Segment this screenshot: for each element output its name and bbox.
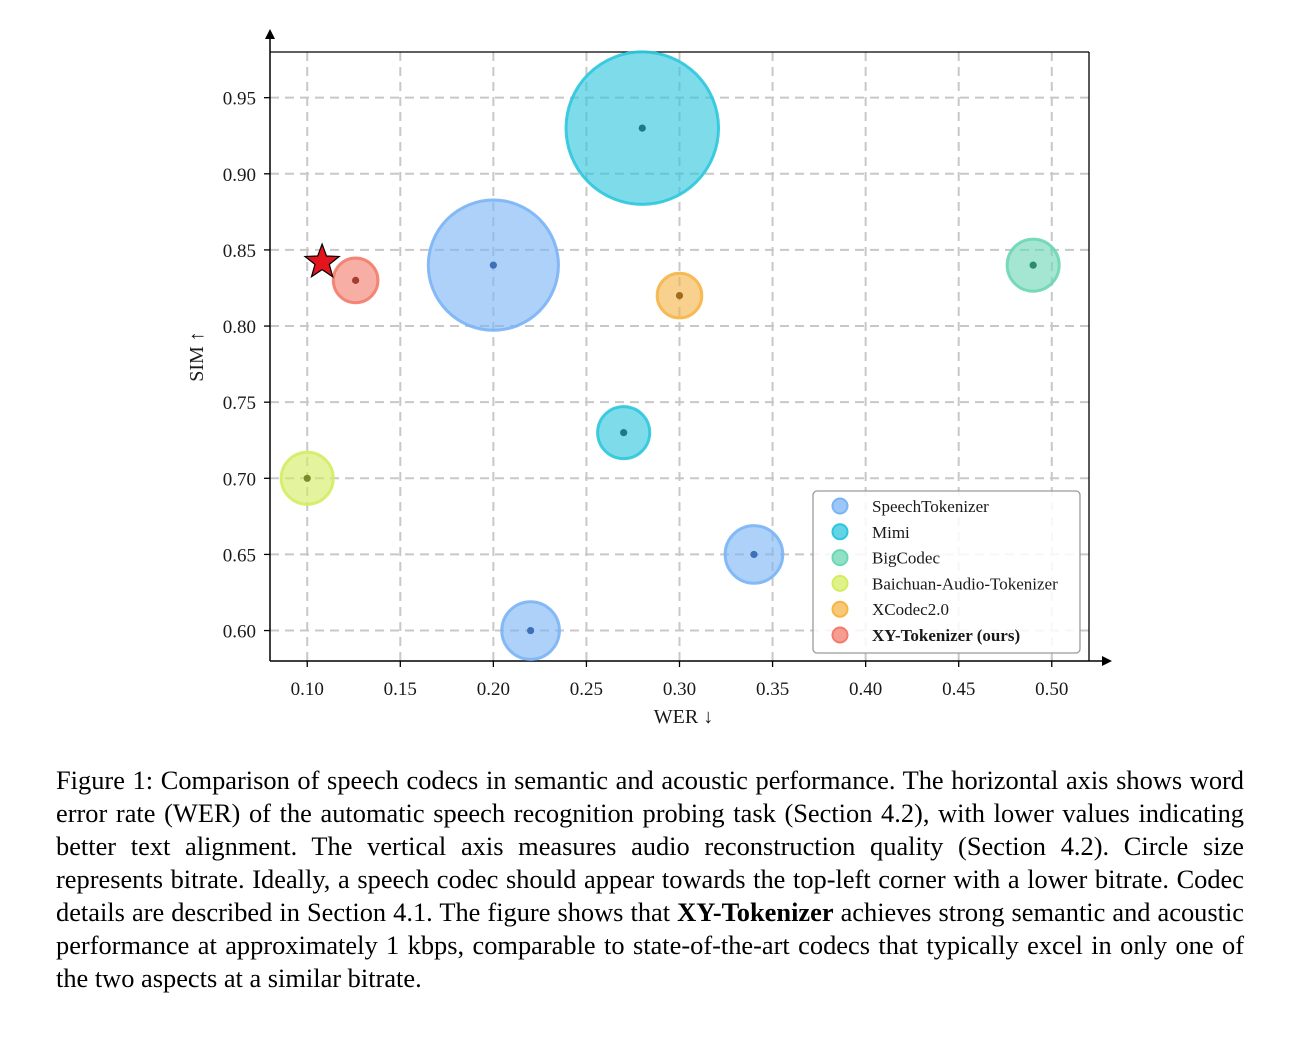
legend-box — [812, 490, 1081, 654]
legend-label: SpeechTokenizer — [872, 497, 989, 516]
bubble-center-dot — [303, 474, 311, 482]
legend-swatch — [831, 626, 849, 644]
bubble-center-dot — [489, 261, 497, 269]
legend-label: Mimi — [872, 523, 910, 542]
figure-caption: Figure 1: Comparison of speech codecs in… — [56, 764, 1244, 995]
x-tick-label: 0.45 — [942, 679, 975, 700]
caption-bold-model-name: XY-Tokenizer — [677, 897, 834, 927]
y-axis-label: SIM ↑ — [186, 331, 208, 382]
y-tick-label: 0.80 — [223, 317, 256, 338]
y-tick-label: 0.60 — [223, 622, 256, 643]
y-tick-label: 0.65 — [223, 545, 256, 566]
bubble-center-dot — [1029, 261, 1037, 269]
tick-labels: 0.10 0.15 0.20 0.25 0.30 0.35 0.40 0.45 0.50 0.60… — [223, 89, 1069, 700]
y-tick-label: 0.95 — [223, 89, 256, 110]
axis-labels: WER ↓ SIM ↑ — [186, 331, 713, 728]
x-tick-label: 0.50 — [1035, 679, 1068, 700]
bubble-center-dot — [526, 626, 535, 635]
bubble-center-dot — [675, 292, 684, 300]
x-tick-label: 0.10 — [291, 679, 324, 700]
bubble-center-dot — [620, 429, 628, 437]
bubble-center-dot — [352, 276, 360, 284]
y-tick-label: 0.75 — [223, 393, 256, 414]
star-marker — [303, 242, 341, 279]
caption-text-end: achieves strong semantic and acoustic pe… — [56, 897, 1244, 993]
legend-swatch — [831, 523, 849, 541]
y-tick-label: 0.70 — [223, 469, 256, 490]
x-tick-label: 0.30 — [663, 679, 696, 700]
bubble-center-dot — [750, 550, 758, 559]
bubble-chart: 0.10 0.15 0.20 0.25 0.30 0.35 0.40 0.45 0.50 0.60… — [186, 29, 1112, 728]
x-tick-label: 0.40 — [849, 679, 882, 700]
legend-label: Baichuan-Audio-Tokenizer — [872, 574, 1058, 593]
legend-swatch — [831, 574, 849, 592]
x-tick-label: 0.20 — [477, 679, 510, 700]
chart-area: 0.10 0.15 0.20 0.25 0.30 0.35 0.40 0.45 0.50 0.60… — [186, 29, 1112, 728]
legend-label: BigCodec — [872, 549, 940, 568]
bubbles — [279, 50, 1061, 661]
x-axis-label: WER ↓ — [654, 706, 713, 728]
y-tick-label: 0.85 — [223, 241, 256, 262]
legend-label: XY-Tokenizer (ours) — [872, 626, 1020, 645]
x-tick-label: 0.25 — [570, 679, 603, 700]
legend-swatch — [831, 549, 849, 567]
x-tick-label: 0.35 — [756, 679, 789, 700]
legend-label: XCodec2.0 — [872, 600, 949, 619]
plot-frame — [265, 29, 1112, 666]
legend-swatch — [831, 600, 849, 618]
x-tick-label: 0.15 — [384, 679, 417, 700]
legend: SpeechTokenizer Mimi BigCodec Baichuan-Audi… — [812, 490, 1081, 654]
y-tick-label: 0.90 — [223, 165, 256, 186]
caption-text-start: Figure 1: Comparison of speech codecs in… — [56, 765, 1244, 927]
bubble-center-dot — [638, 124, 646, 132]
grid-lines — [270, 52, 1089, 661]
legend-swatch — [831, 497, 849, 515]
